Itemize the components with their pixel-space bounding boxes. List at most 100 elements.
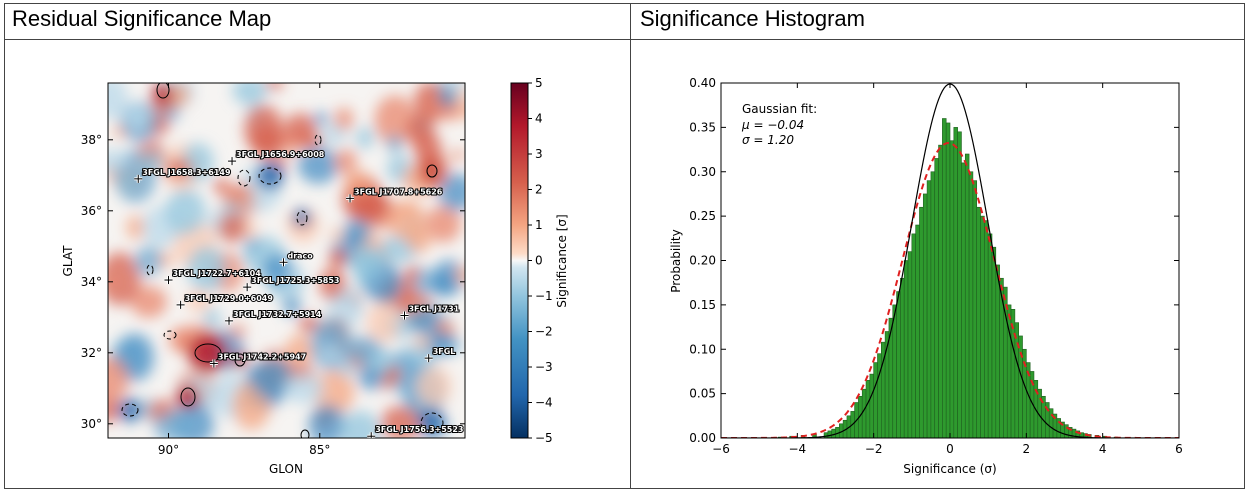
residual-blob: [454, 85, 465, 107]
histogram-y-tick-label: 0.20: [689, 254, 716, 268]
residual-blob: [138, 151, 164, 173]
colorbar-tick-label: −3: [535, 360, 553, 374]
residual-blob: [342, 218, 371, 247]
residual-peak: [153, 83, 173, 102]
residual-blob: [356, 126, 374, 150]
source-markers: 3FGL J1656.9+6008 3FGL J1658.3+6149 3FGL J…: [134, 149, 465, 438]
residual-blob: [386, 135, 403, 153]
histogram-bar: [953, 127, 958, 438]
histogram-y-tick-label: 0.00: [689, 431, 716, 445]
residual-blob: [169, 327, 192, 353]
residual-blob: [217, 212, 247, 243]
residual-blob: [340, 410, 380, 438]
source-marker: 3FGL J1658.3+6149: [134, 167, 232, 183]
source-label: 3FGL J1729.0+6049: [185, 294, 274, 303]
histogram-x-tick-label: −6: [712, 442, 730, 456]
residual-blob: [186, 289, 212, 313]
histogram-bar: [964, 153, 970, 438]
source-label: 3FGL J1707.8+5626: [354, 187, 443, 196]
histogram-x-axis-label: Significance (σ): [903, 462, 996, 476]
panel-divider: [630, 3, 631, 489]
residual-blob: [285, 334, 315, 365]
colorbar-tick-label: −2: [535, 325, 553, 339]
source-label: 3FGL J1725.3+5853: [251, 276, 339, 285]
histogram-bar: [942, 118, 947, 438]
histogram-x-tick-label: 2: [1023, 442, 1031, 456]
contour-line: [314, 134, 322, 146]
residual-blob: [119, 179, 135, 191]
histogram-bar: [877, 353, 882, 438]
residual-blob: [406, 113, 434, 147]
contour-line: [146, 264, 154, 276]
residual-blob: [297, 146, 339, 184]
residual-blob: [340, 363, 355, 377]
residual-blob: [450, 149, 465, 161]
source-label: 3FGL J1658.3+6149: [142, 168, 231, 177]
contour-line: [296, 210, 308, 226]
contour-line: [258, 167, 282, 185]
histogram-y-tick-label: 0.40: [689, 76, 716, 90]
histogram-bar: [972, 180, 978, 438]
histogram-bar: [1014, 322, 1019, 438]
residual-blob: [330, 226, 345, 244]
residual-blob: [405, 264, 420, 283]
residual-peak: [329, 249, 347, 267]
residual-blob: [229, 324, 247, 338]
residual-blob: [319, 331, 339, 347]
residual-blob: [126, 215, 146, 240]
histogram-x-tick-label: 0: [946, 442, 954, 456]
histogram-y-tick-label: 0.10: [689, 342, 716, 356]
histogram-bar: [1018, 335, 1023, 438]
source-marker: 3FGL J1732.7+5914: [225, 309, 323, 325]
residual-blob: [134, 245, 163, 276]
histogram-bars: [777, 118, 1119, 438]
residual-blob: [350, 246, 385, 282]
residual-blob: [232, 83, 268, 105]
residual-peak: [293, 209, 311, 227]
contour-line: [237, 169, 251, 187]
annotation-line-1: Gaussian fit:: [742, 102, 817, 116]
residual-blob: [165, 188, 206, 235]
residual-field: [108, 83, 465, 438]
residual-blob: [243, 238, 261, 253]
histogram-bar: [903, 260, 909, 438]
residual-blob: [358, 366, 385, 390]
annotation-line-3: σ = 1.20: [742, 133, 794, 147]
residual-blob: [108, 252, 141, 306]
map-y-tick-label: 38°: [81, 133, 102, 147]
contour-line: [121, 403, 139, 417]
source-label: 3FGL J1722.7+6104: [173, 269, 262, 278]
colorbar-tick-label: −1: [535, 289, 553, 303]
residual-blob: [312, 370, 355, 416]
residual-blob: [438, 173, 465, 212]
histogram-y-tick-label: 0.35: [689, 120, 716, 134]
residual-blob: [380, 405, 422, 438]
histogram-x-tick-label: 6: [1175, 442, 1183, 456]
contour-line: [420, 412, 444, 434]
source-label: 3FGL: [433, 347, 456, 356]
residual-blob: [425, 205, 462, 243]
histogram-y-tick-label: 0.30: [689, 165, 716, 179]
source-marker: 3FGL J1756.3+5523: [367, 424, 465, 438]
histogram-bar: [980, 215, 985, 438]
source-marker: 3FGL J1707.8+5626: [346, 186, 444, 203]
map-x-tick-label: 90°: [158, 443, 179, 457]
residual-peak: [118, 398, 142, 422]
histogram-bar: [945, 122, 951, 438]
residual-peak: [256, 162, 284, 190]
residual-blob: [346, 335, 381, 364]
map-x-axis-label: GLON: [269, 462, 303, 476]
right-panel-title: Significance Histogram: [640, 6, 865, 31]
histogram-x-tick-label: −4: [788, 442, 806, 456]
residual-blob: [335, 292, 362, 312]
annotation-line-2: μ = −0.04: [741, 118, 804, 132]
residual-blob: [308, 404, 346, 438]
histogram-bar: [900, 277, 905, 438]
map-y-axis-label: GLAT: [61, 245, 75, 277]
histogram-bar: [922, 193, 928, 438]
histogram-bar: [861, 388, 867, 438]
residual-blob: [415, 366, 452, 407]
histogram-bar: [823, 432, 829, 438]
header-divider: [4, 39, 1245, 40]
residual-blob: [130, 286, 168, 318]
